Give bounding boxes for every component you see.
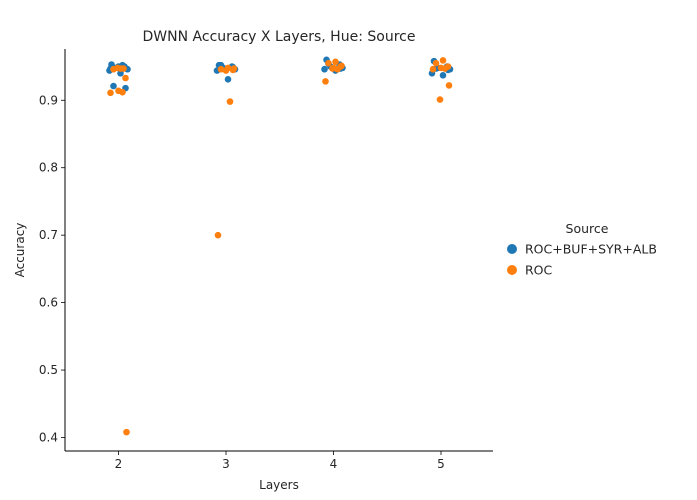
- data-point-roc-buf-syr-alb: [117, 69, 124, 77]
- data-point-roc: [119, 88, 126, 96]
- x-tick-label: 5: [437, 457, 445, 471]
- y-tick-label: 0.4: [39, 431, 58, 445]
- data-point-roc: [338, 62, 345, 70]
- data-point-roc: [114, 64, 121, 72]
- chart-title: DWNN Accuracy X Layers, Hue: Source: [143, 29, 416, 45]
- data-point-roc-buf-syr-alb: [439, 72, 447, 79]
- data-point-roc: [441, 65, 449, 72]
- data-point-roc: [329, 65, 336, 72]
- data-point-roc: [445, 82, 453, 89]
- x-tick-label: 2: [115, 457, 123, 471]
- y-tick-label: 0.5: [39, 363, 58, 377]
- data-point-roc: [322, 78, 329, 85]
- axes: 2 3 4 5 0.4 0.5 0.6 0.7 0.8 0.9: [39, 49, 493, 471]
- legend-marker: [507, 265, 517, 275]
- data-point-roc-buf-syr-alb: [321, 65, 328, 73]
- data-point-roc: [226, 98, 234, 105]
- x-tick-label: 4: [330, 457, 338, 471]
- data-point-roc: [436, 96, 444, 103]
- y-axis-label: Accuracy: [13, 223, 27, 278]
- data-point-roc: [217, 65, 225, 73]
- legend: Source ROC+BUF+SYR+ALB ROC: [507, 221, 657, 278]
- legend-marker: [507, 244, 517, 254]
- y-tick-label: 0.8: [39, 161, 58, 175]
- data-point-roc-buf-syr-alb: [110, 82, 117, 90]
- x-tick-label: 3: [222, 457, 230, 471]
- data-point-roc: [123, 428, 130, 436]
- y-tick-label: 0.6: [39, 296, 58, 310]
- data-point-roc: [120, 65, 127, 72]
- data-point-roc: [222, 67, 230, 74]
- data-point-roc: [214, 231, 222, 239]
- data-point-roc-buf-syr-alb: [224, 76, 232, 83]
- data-point-roc: [432, 59, 440, 67]
- data-point-roc: [325, 59, 332, 67]
- y-tick-label: 0.9: [39, 93, 58, 107]
- x-axis-label: Layers: [259, 478, 299, 492]
- y-tick-label: 0.7: [39, 228, 58, 242]
- data-point-roc: [122, 74, 129, 82]
- data-point-roc: [439, 57, 447, 64]
- data-point-roc: [429, 65, 437, 73]
- data-points: [106, 56, 454, 436]
- legend-label: ROC: [525, 263, 553, 278]
- data-point-roc: [230, 65, 238, 72]
- data-point-roc: [107, 89, 114, 97]
- data-point-roc: [332, 58, 339, 66]
- legend-title: Source: [566, 221, 609, 236]
- legend-label: ROC+BUF+SYR+ALB: [525, 242, 657, 257]
